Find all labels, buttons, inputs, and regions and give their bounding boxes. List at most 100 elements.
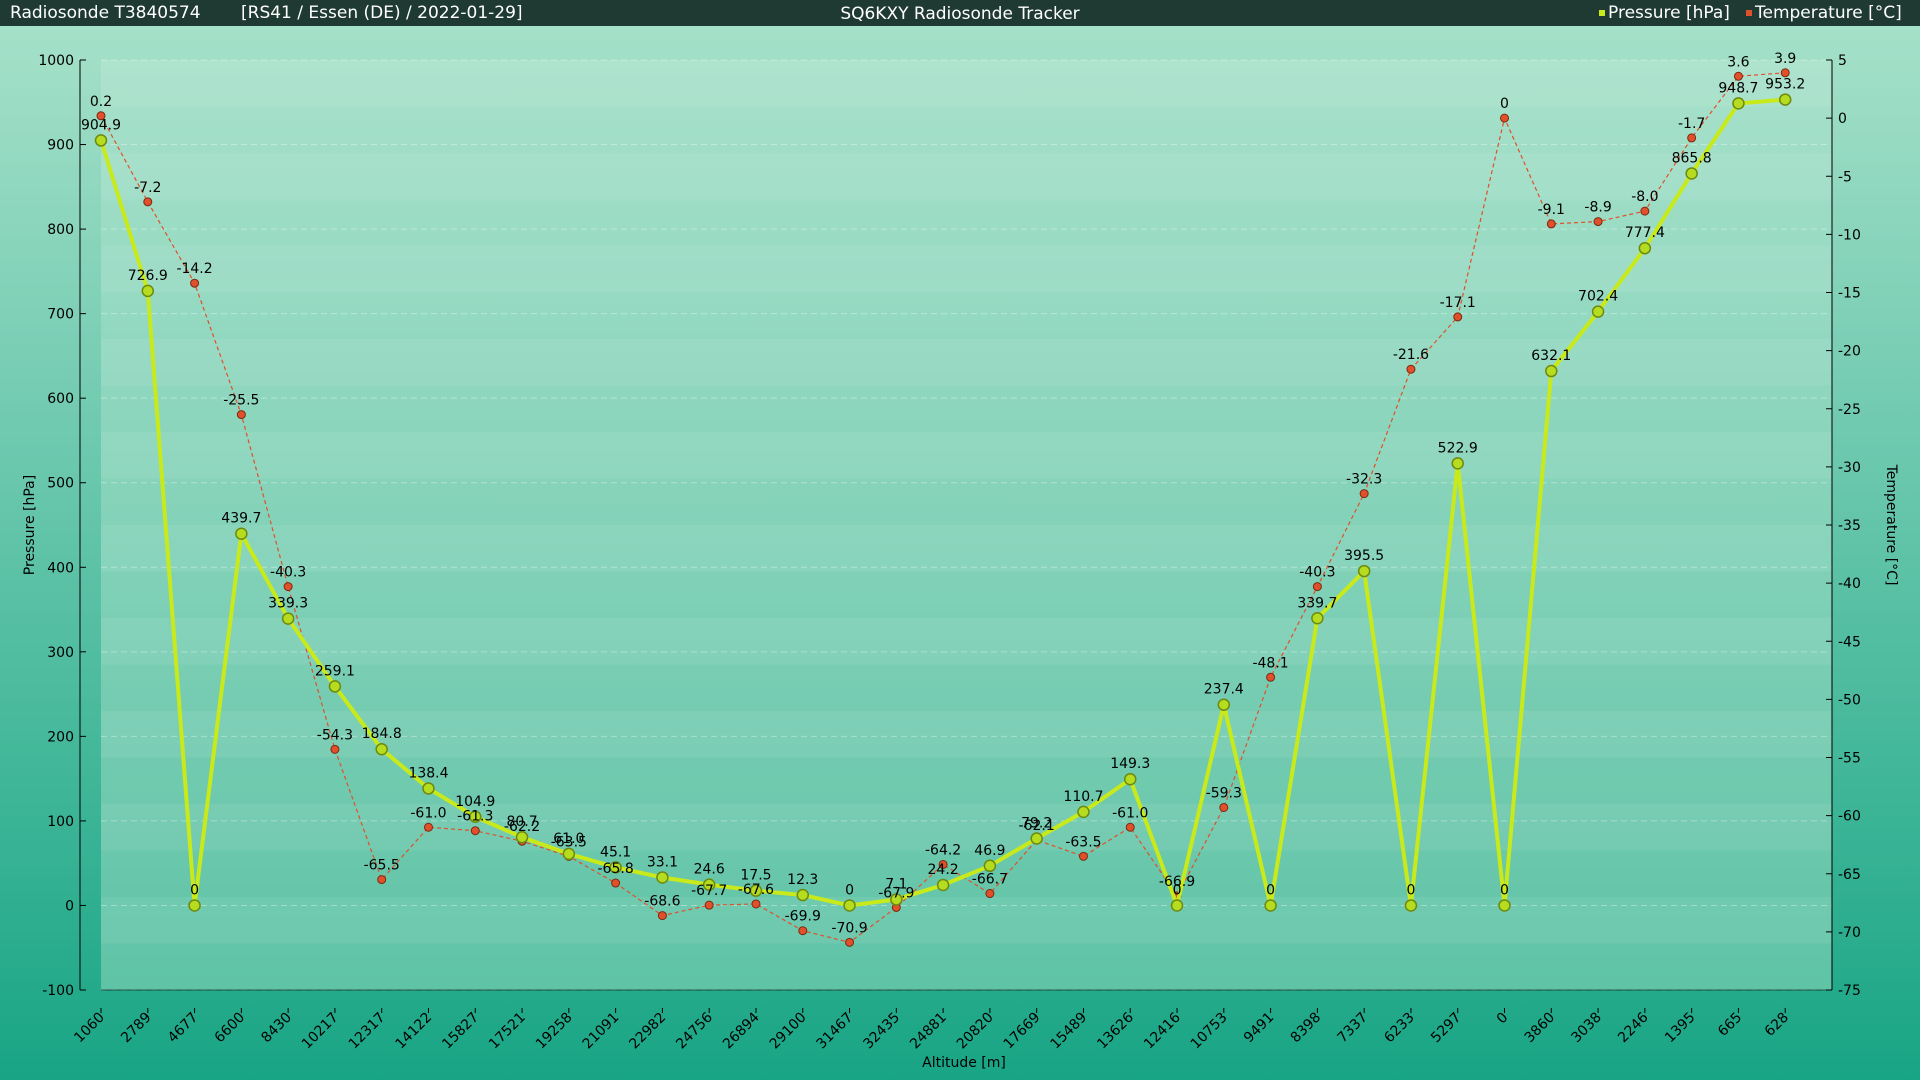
pressure-data-label: 259.1	[315, 663, 355, 679]
pressure-point	[1498, 899, 1511, 912]
temperature-point	[845, 937, 855, 947]
pressure-data-label: 0	[845, 882, 854, 898]
temperature-point	[143, 197, 153, 207]
plot-bands	[101, 60, 1832, 944]
pressure-point	[562, 847, 576, 861]
temperature-data-label: -63.5	[1065, 834, 1101, 850]
pressure-data-label: 237.4	[1204, 682, 1244, 698]
y-tick-label: 0	[65, 898, 74, 914]
temperature-point	[1453, 312, 1463, 322]
plot-band	[101, 60, 1832, 107]
temperature-point	[1266, 672, 1276, 682]
pressure-data-label: 865.8	[1672, 150, 1712, 166]
temperature-point	[1125, 822, 1135, 832]
pressure-data-label: 522.9	[1438, 440, 1478, 456]
y-tick-label: 600	[47, 391, 74, 407]
pressure-data-label: 702.4	[1578, 289, 1618, 305]
temperature-point	[1593, 217, 1603, 227]
temperature-data-label: -40.3	[270, 565, 306, 581]
plot-band	[101, 153, 1832, 200]
pressure-data-label: 948.7	[1718, 80, 1758, 96]
y-tick-label: 100	[47, 814, 74, 830]
pressure-data-label: 0	[1173, 882, 1182, 898]
y-tick-label: 400	[47, 560, 74, 576]
plot-band	[101, 804, 1832, 851]
temperature-point	[330, 744, 340, 754]
temperature-data-label: -69.9	[785, 909, 821, 925]
temperature-data-label: -14.2	[176, 261, 212, 277]
y2-tick-label: -25	[1838, 402, 1861, 418]
temperature-point	[1546, 219, 1556, 229]
pressure-point	[375, 742, 388, 756]
pressure-point	[749, 884, 763, 897]
temperature-point	[751, 899, 761, 909]
temperature-point	[1780, 68, 1790, 78]
temperature-data-label: -67.7	[691, 883, 727, 899]
y-tick-label: 800	[47, 222, 74, 238]
y-tick-label: 200	[47, 729, 74, 745]
temperature-data-label: -21.6	[1393, 347, 1429, 363]
pressure-data-label: 33.1	[647, 854, 678, 870]
temperature-data-label: -63.5	[551, 834, 587, 850]
pressure-point	[1311, 612, 1324, 625]
pressure-point	[1451, 457, 1464, 470]
pressure-data-label: 110.7	[1063, 789, 1103, 805]
pressure-point	[1591, 305, 1605, 318]
temperature-point	[611, 878, 621, 888]
temperature-data-label: -67.9	[878, 885, 914, 901]
temperature-data-label: 0.2	[90, 94, 112, 110]
pressure-data-label: 632.1	[1531, 348, 1571, 364]
pressure-data-label: 24.2	[928, 862, 959, 878]
temperature-data-label: -66.9	[1159, 874, 1195, 890]
pressure-point	[469, 810, 482, 824]
pressure-data-label: 24.6	[694, 862, 725, 878]
legend-temperature-swatch	[1746, 10, 1752, 16]
temperature-point	[96, 111, 106, 121]
temperature-point	[657, 911, 667, 921]
pressure-data-label: 7.1	[885, 876, 907, 892]
pressure-data-label: 184.8	[362, 726, 402, 742]
pressure-point	[1545, 364, 1558, 378]
plot-band	[101, 339, 1832, 386]
temperature-point	[236, 410, 246, 420]
y-tick-label: 700	[47, 307, 74, 323]
temperature-point	[704, 900, 714, 910]
pressure-point	[843, 899, 856, 912]
pressure-data-label: 395.5	[1344, 548, 1384, 564]
y2-tick-label: -30	[1838, 460, 1861, 476]
legend-temperature-label: Temperature [°C]	[1754, 3, 1902, 23]
y-tick-label: -100	[42, 983, 74, 999]
temperature-data-label: -8.9	[1584, 200, 1611, 216]
temperature-point	[377, 875, 387, 885]
pressure-data-label: 45.1	[600, 844, 631, 860]
pressure-series	[94, 93, 1792, 912]
plot-band	[101, 525, 1832, 572]
y-axis-title: Pressure [hPa]	[22, 475, 38, 575]
y2-tick-label: -55	[1838, 751, 1861, 767]
pressure-point	[890, 893, 903, 906]
pressure-data-label: 726.9	[128, 268, 168, 284]
temperature-data-label: -68.6	[644, 894, 680, 910]
pressure-point	[1357, 564, 1371, 578]
temperature-data-label: -61.0	[1112, 805, 1148, 821]
temperature-point	[1312, 582, 1322, 592]
temperature-data-label: -61.0	[410, 805, 446, 821]
pressure-point	[1170, 899, 1184, 912]
pressure-data-label: 777.4	[1625, 225, 1665, 241]
temperature-data-label: -8.0	[1631, 189, 1658, 205]
pressure-point	[1264, 899, 1277, 912]
pressure-data-label: 0	[190, 882, 199, 898]
y2-tick-label: -50	[1838, 692, 1861, 708]
pressure-point	[281, 612, 295, 625]
temperature-data-label: 0	[1500, 96, 1509, 112]
y2-tick-label: -60	[1838, 809, 1861, 825]
header-center-title: SQ6KXY Radiosonde Tracker	[840, 4, 1079, 24]
y2-tick-label: -5	[1838, 169, 1852, 185]
y2-tick-label: -40	[1838, 576, 1861, 592]
pressure-data-label: 79.2	[1021, 815, 1052, 831]
pressure-point	[702, 878, 716, 891]
pressure-point	[94, 134, 108, 147]
pressure-point	[1638, 241, 1652, 255]
y2-tick-label: -15	[1838, 286, 1861, 302]
data-labels: 0.2 -7.2 -14.2 -25.5 -40.3 -54.3 -65.5 -61.0 -61…	[81, 51, 1805, 937]
